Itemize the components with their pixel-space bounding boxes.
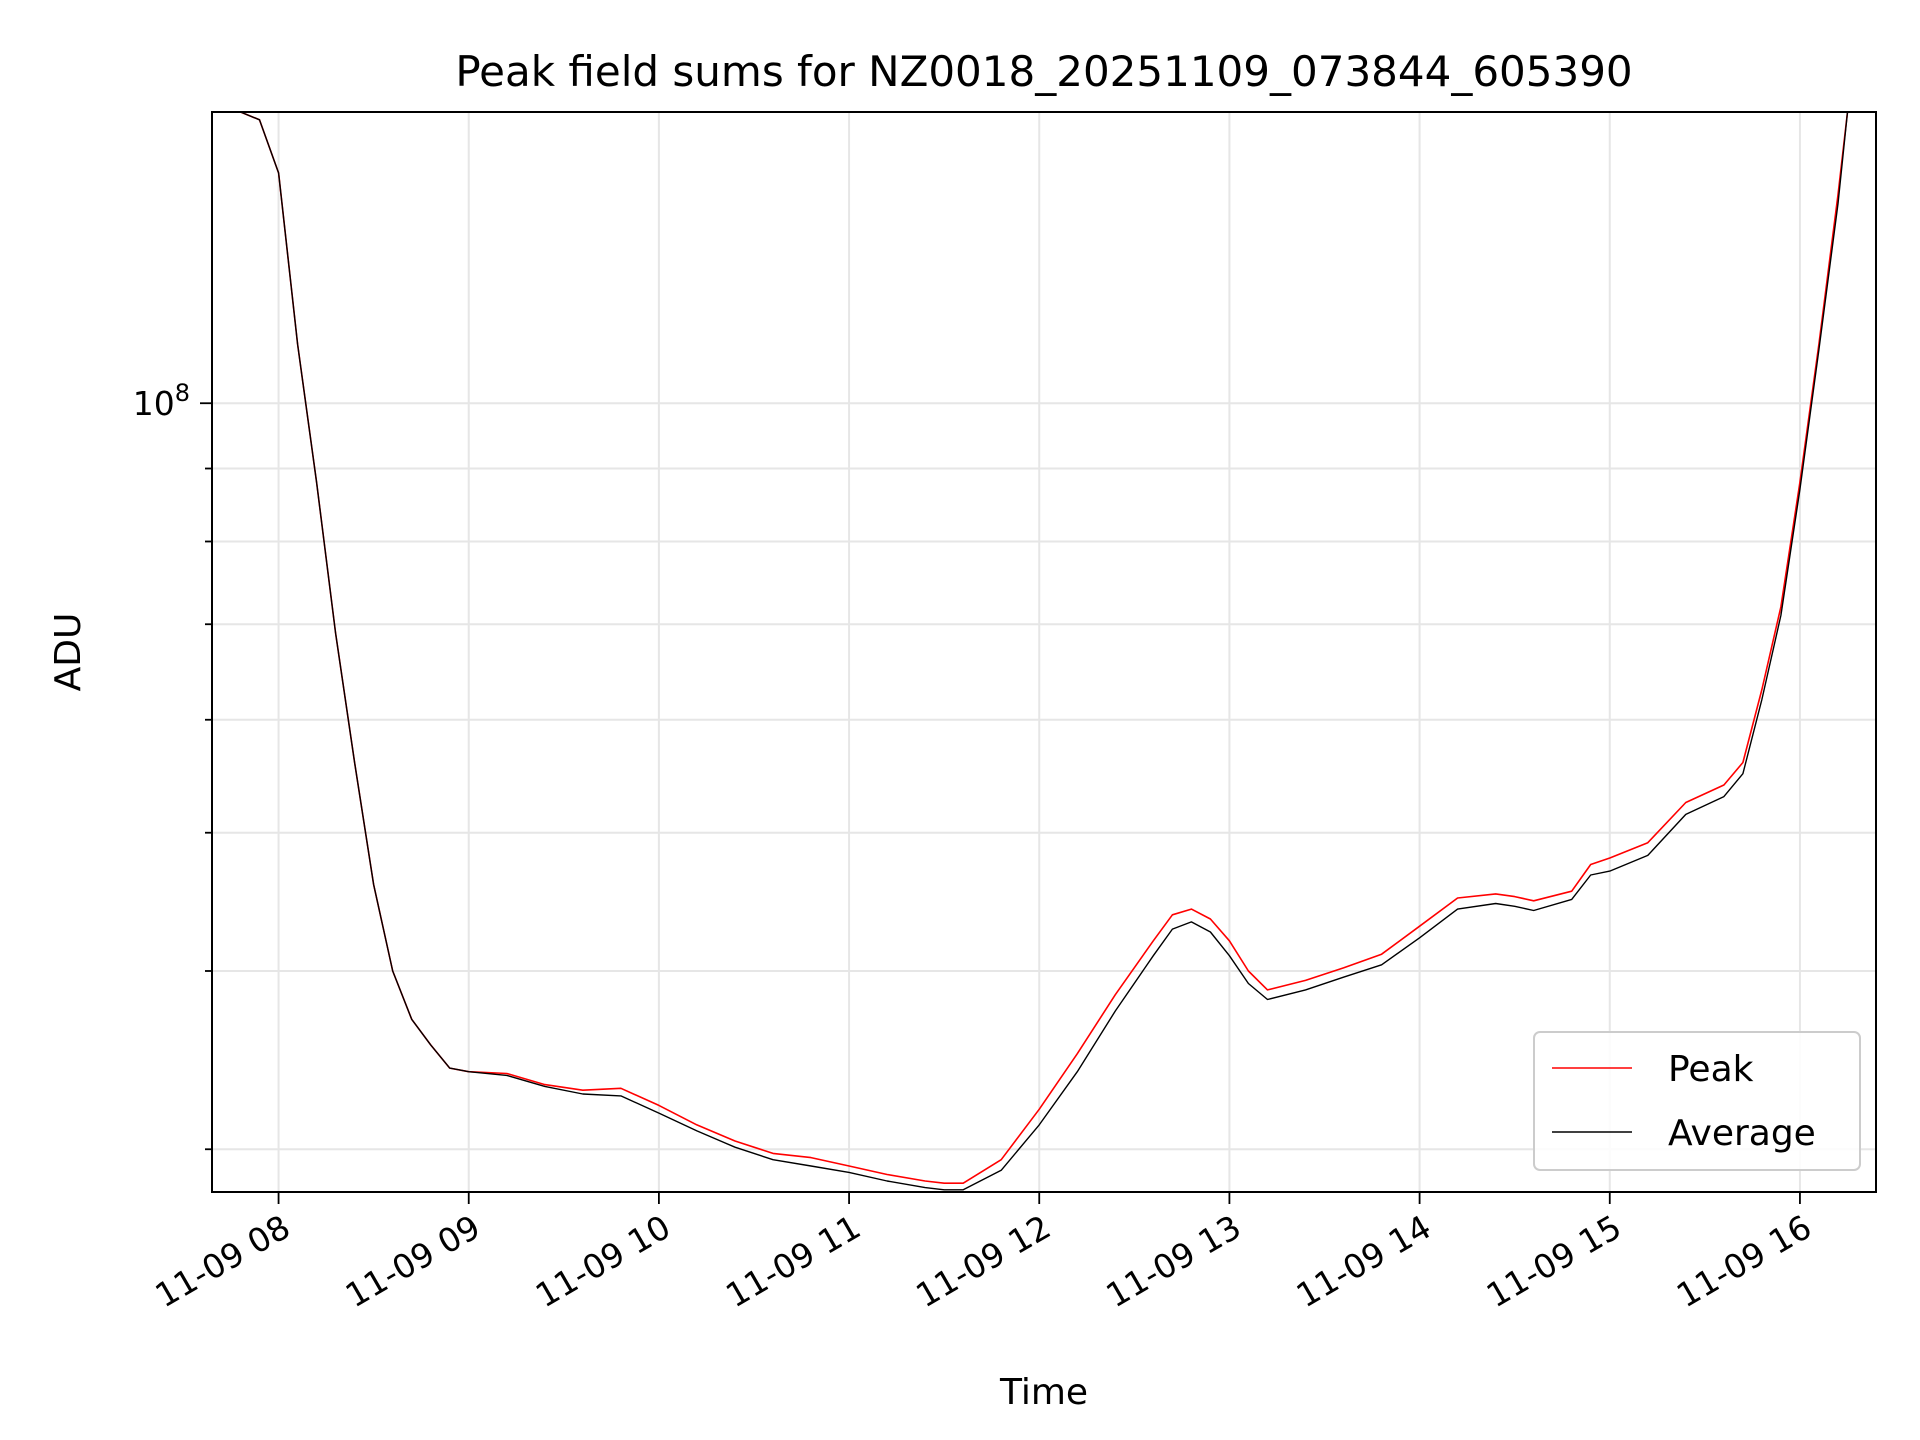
series-layer: [212, 111, 1876, 1191]
x-axis-label: Time: [999, 1372, 1088, 1413]
legend-peak-label: Peak: [1668, 1049, 1754, 1090]
series-line-average: [212, 111, 1876, 1191]
legend: Peak Average: [1533, 1031, 1861, 1171]
legend-average-label: Average: [1668, 1113, 1816, 1154]
y-axis-label: ADU: [48, 613, 89, 692]
y-tick-label: 108: [133, 379, 190, 423]
grid: [212, 112, 1876, 1192]
chart-title: Peak field sums for NZ0018_20251109_0738…: [455, 47, 1632, 96]
plot-frame: [211, 111, 1877, 1193]
legend-box: [1533, 1031, 1861, 1171]
